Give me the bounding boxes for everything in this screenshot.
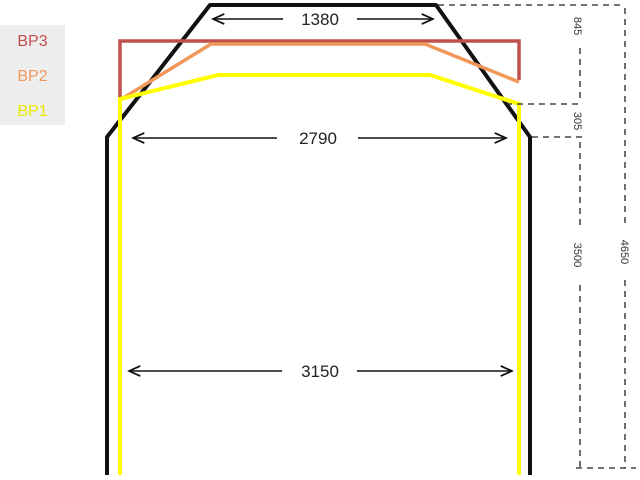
legend-item-bp2: BP2: [17, 68, 48, 85]
shoulder-height-label: 305: [571, 112, 583, 130]
top-height-label: 845: [571, 17, 583, 35]
structure-outline: [105, 3, 532, 475]
bp3-profile: [118, 39, 521, 100]
top-width-label: 1380: [301, 10, 339, 29]
bp2-profile: [119, 42, 520, 102]
bp1-profile: [118, 73, 521, 475]
side-height-label: 3500: [571, 243, 583, 267]
total-height-label: 4650: [618, 240, 630, 264]
mid-width-label: 2790: [299, 129, 337, 148]
legend: BP3 BP2 BP1: [0, 25, 65, 125]
legend-item-bp1: BP1: [17, 103, 48, 120]
bottom-width-label: 3150: [301, 362, 339, 381]
legend-item-bp3: BP3: [17, 33, 48, 50]
